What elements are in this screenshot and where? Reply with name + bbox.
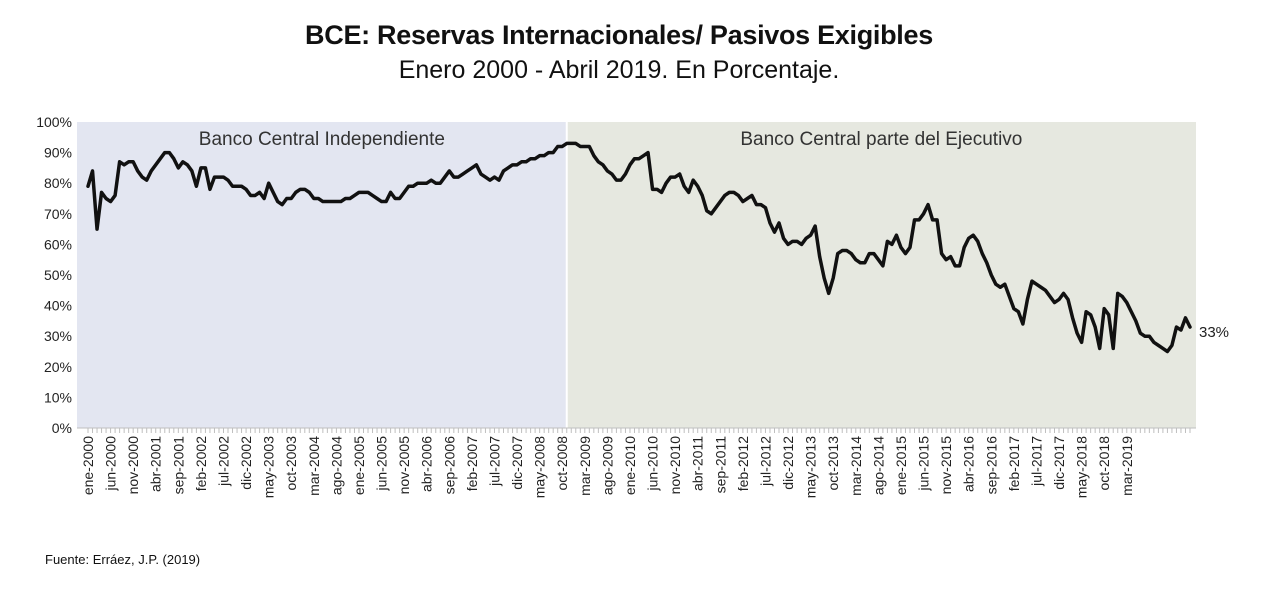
x-tick-label: jun-2015 <box>916 436 932 492</box>
y-tick-label: 60% <box>44 236 72 252</box>
x-tick-label: may-2008 <box>532 436 548 498</box>
end-value-label: 33% <box>1199 324 1229 341</box>
source-note: Fuente: Erráez, J.P. (2019) <box>45 552 201 567</box>
x-tick-label: ago-2014 <box>870 436 886 495</box>
x-tick-label: sep-2016 <box>983 436 999 495</box>
x-tick-label: dic-2007 <box>509 436 525 490</box>
region-band-2 <box>566 122 1196 428</box>
x-tick-label: abr-2006 <box>419 436 435 492</box>
x-tick-label: feb-2007 <box>464 436 480 491</box>
x-tick-label: ene-2010 <box>622 436 638 495</box>
x-tick-label: abr-2001 <box>148 436 164 492</box>
x-tick-label: oct-2008 <box>554 436 570 491</box>
region-label-2: Banco Central parte del Ejecutivo <box>740 129 1022 150</box>
x-tick-label: may-2018 <box>1074 436 1090 498</box>
x-tick-label: feb-2012 <box>735 436 751 491</box>
x-tick-label: oct-2003 <box>283 436 299 491</box>
y-tick-label: 100% <box>36 114 72 130</box>
y-tick-label: 0% <box>52 420 72 436</box>
chart-subtitle: Enero 2000 - Abril 2019. En Porcentaje. <box>398 56 840 84</box>
x-tick-label: ene-2000 <box>80 436 96 495</box>
x-tick-label: oct-2013 <box>825 436 841 491</box>
y-tick-label: 90% <box>44 145 72 161</box>
y-tick-label: 20% <box>44 359 72 375</box>
x-tick-label: jul-2002 <box>215 436 231 487</box>
x-tick-label: nov-2015 <box>938 436 954 495</box>
x-tick-label: nov-2005 <box>396 436 412 495</box>
x-tick-label: mar-2009 <box>577 436 593 496</box>
x-tick-label: sep-2006 <box>441 436 457 495</box>
x-tick-label: ene-2015 <box>893 436 909 495</box>
chart-title: BCE: Reservas Internacionales/ Pasivos E… <box>305 20 933 50</box>
x-tick-label: jul-2012 <box>757 436 773 487</box>
x-tick-label: abr-2011 <box>690 436 706 491</box>
x-tick-label: mar-2004 <box>306 436 322 496</box>
y-tick-label: 40% <box>44 298 72 314</box>
x-tick-label: ago-2009 <box>599 436 615 495</box>
x-tick-label: feb-2002 <box>193 436 209 491</box>
series-line-1 <box>86 141 1192 354</box>
x-tick-label: mar-2014 <box>848 436 864 496</box>
region-label-1: Banco Central Independiente <box>199 129 445 150</box>
x-tick-label: may-2013 <box>803 436 819 498</box>
y-tick-label: 70% <box>44 206 72 222</box>
x-tick-label: dic-2002 <box>238 436 254 490</box>
x-tick-label: dic-2017 <box>1051 436 1067 490</box>
x-tick-label: jun-2010 <box>645 436 661 492</box>
x-tick-label: sep-2001 <box>170 436 186 495</box>
x-tick-label: nov-2010 <box>667 436 683 495</box>
x-tick-label: jun-2000 <box>103 436 119 492</box>
x-tick-label: abr-2016 <box>961 436 977 492</box>
y-tick-label: 50% <box>44 267 72 283</box>
y-tick-label: 30% <box>44 328 72 344</box>
x-tick-label: oct-2018 <box>1096 436 1112 491</box>
y-tick-label: 10% <box>44 389 72 405</box>
x-tick-label: mar-2019 <box>1119 436 1135 496</box>
x-tick-label: jul-2007 <box>486 436 502 487</box>
x-tick-label: ene-2005 <box>351 436 367 495</box>
region-band-1 <box>77 122 567 428</box>
x-tick-label: jun-2005 <box>374 436 390 492</box>
x-tick-label: nov-2000 <box>125 436 141 495</box>
x-tick-label: sep-2011 <box>712 436 728 494</box>
x-tick-label: ago-2004 <box>328 436 344 495</box>
x-tick-label: dic-2012 <box>780 436 796 490</box>
x-tick-label: may-2003 <box>261 436 277 498</box>
x-tick-label: jul-2017 <box>1028 436 1044 487</box>
y-tick-label: 80% <box>44 175 72 191</box>
x-tick-label: feb-2017 <box>1006 436 1022 491</box>
